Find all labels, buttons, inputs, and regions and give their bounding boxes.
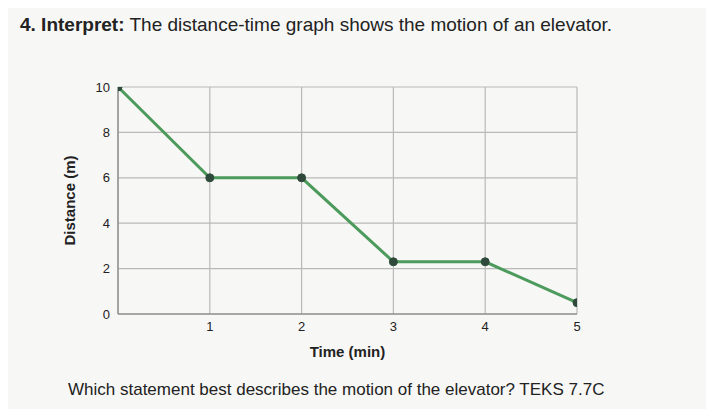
html-text:4. Interpret: The distance-tim: 4. Interpret: The distance-time graph sh…: [20, 14, 613, 35]
svg-text:0: 0: [103, 307, 110, 322]
svg-text:8: 8: [103, 125, 110, 140]
svg-text:2: 2: [103, 261, 110, 276]
svg-text:4: 4: [103, 216, 110, 231]
svg-text:1: 1: [206, 319, 213, 334]
svg-text:Distance (m): Distance (m): [61, 155, 78, 245]
svg-text:10: 10: [96, 80, 110, 95]
svg-text:3: 3: [390, 319, 397, 334]
html-text:Which statement best describes: Which statement best describes the motio…: [68, 380, 605, 399]
svg-text:Time (min): Time (min): [310, 343, 386, 360]
svg-text:2: 2: [298, 319, 305, 334]
svg-text:4: 4: [482, 319, 489, 334]
svg-text:5: 5: [573, 319, 580, 334]
svg-text:6: 6: [103, 170, 110, 185]
